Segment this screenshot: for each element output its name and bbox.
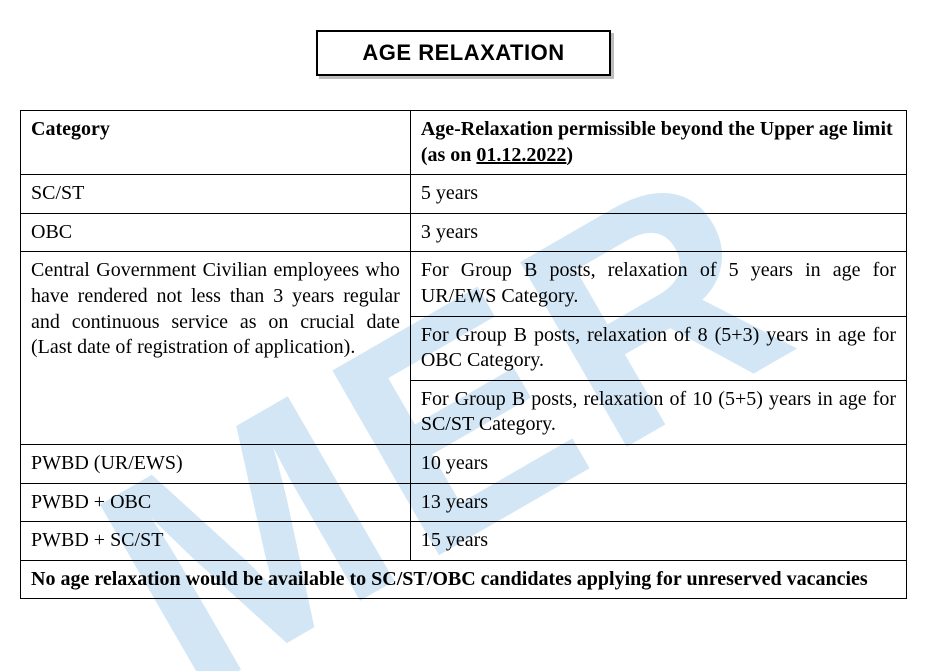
cell-relaxation: For Group B posts, relaxation of 10 (5+5… <box>410 380 906 444</box>
cell-category: PWBD (UR/EWS) <box>21 444 411 483</box>
header-relaxation-suffix: ) <box>566 144 573 166</box>
table-footnote-row: No age relaxation would be available to … <box>21 560 907 599</box>
cell-relaxation: 13 years <box>410 483 906 522</box>
page-content: AGE RELAXATION Category Age-Relaxation p… <box>0 0 927 599</box>
cell-relaxation: 10 years <box>410 444 906 483</box>
cell-relaxation: 5 years <box>410 175 906 214</box>
cell-relaxation: For Group B posts, relaxation of 5 years… <box>410 252 906 316</box>
cell-category: Central Government Civilian employees wh… <box>21 252 411 445</box>
header-category: Category <box>21 111 411 175</box>
table-header-row: Category Age-Relaxation permissible beyo… <box>21 111 907 175</box>
page-title: AGE RELAXATION <box>316 30 610 76</box>
table-row: PWBD (UR/EWS) 10 years <box>21 444 907 483</box>
header-relaxation-date: 01.12.2022 <box>476 144 566 166</box>
header-relaxation: Age-Relaxation permissible beyond the Up… <box>410 111 906 175</box>
footnote: No age relaxation would be available to … <box>21 560 907 599</box>
cell-category: PWBD + SC/ST <box>21 522 411 561</box>
cell-category: SC/ST <box>21 175 411 214</box>
cell-relaxation: 15 years <box>410 522 906 561</box>
title-wrap: AGE RELAXATION <box>20 30 907 76</box>
table-row: SC/ST 5 years <box>21 175 907 214</box>
cell-category: OBC <box>21 213 411 252</box>
table-row: OBC 3 years <box>21 213 907 252</box>
age-relaxation-table: Category Age-Relaxation permissible beyo… <box>20 110 907 599</box>
table-row: PWBD + OBC 13 years <box>21 483 907 522</box>
cell-category: PWBD + OBC <box>21 483 411 522</box>
table-row: Central Government Civilian employees wh… <box>21 252 907 316</box>
cell-relaxation: For Group B posts, relaxation of 8 (5+3)… <box>410 316 906 380</box>
cell-relaxation: 3 years <box>410 213 906 252</box>
table-row: PWBD + SC/ST 15 years <box>21 522 907 561</box>
